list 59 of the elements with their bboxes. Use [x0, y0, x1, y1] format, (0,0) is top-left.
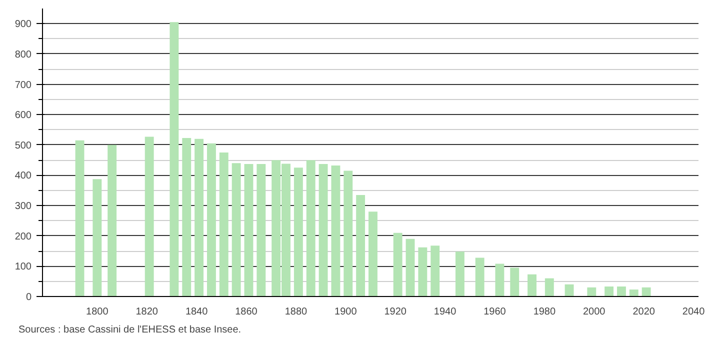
bar [510, 268, 520, 296]
y-tick-label: 500 [14, 140, 32, 152]
y-tick-label: 0 [26, 292, 32, 303]
x-tick-label: 1860 [235, 306, 258, 318]
bar [455, 252, 464, 296]
x-tick-label: 1960 [484, 306, 506, 318]
bar [544, 278, 554, 296]
bar [244, 164, 254, 296]
bar [642, 287, 651, 296]
y-tick-label: 100 [14, 262, 32, 273]
bar [170, 22, 179, 296]
source-note: Sources : base Cassini de l'EHESS et base Insee. [18, 324, 242, 336]
bar [528, 274, 536, 296]
bar [108, 144, 117, 296]
bar [604, 286, 614, 296]
bar [232, 163, 241, 296]
y-tick-label: 200 [14, 231, 32, 242]
bar [629, 290, 638, 296]
x-tick-label: 1940 [434, 306, 457, 318]
bar [92, 179, 102, 296]
bar [344, 170, 353, 296]
bar [616, 286, 626, 296]
x-tick-label: 2040 [682, 306, 706, 318]
bar [368, 212, 378, 296]
bar [294, 168, 303, 296]
x-tick-label: 2000 [583, 306, 606, 318]
x-tick-label: 1840 [185, 306, 208, 318]
bar [206, 143, 216, 296]
bar [219, 152, 228, 296]
bar [564, 284, 574, 296]
x-tick-label: 1800 [86, 306, 109, 318]
bar [194, 138, 204, 296]
x-tick-label: 1900 [334, 306, 358, 318]
bar [256, 164, 266, 296]
y-tick-label: 800 [14, 49, 32, 60]
x-tick-label: 1920 [384, 306, 407, 318]
bar [430, 246, 440, 296]
bar [144, 136, 154, 296]
y-tick-label: 300 [14, 201, 32, 212]
y-tick-label: 700 [14, 80, 32, 91]
bar [75, 140, 84, 296]
y-tick-label: 400 [14, 170, 32, 182]
bar [495, 264, 504, 296]
bar [182, 138, 192, 296]
y-tick-label: 600 [14, 110, 32, 122]
y-tick-label: 900 [14, 19, 32, 30]
bar [406, 238, 415, 296]
x-tick-label: 1980 [533, 306, 556, 318]
bar [306, 160, 316, 296]
x-tick-label: 1820 [136, 306, 158, 318]
x-tick-label: 1880 [284, 306, 308, 318]
bar [393, 232, 402, 296]
bar [418, 247, 428, 296]
bar [587, 287, 596, 296]
bar [318, 164, 328, 296]
bar [475, 258, 484, 296]
bar [331, 166, 340, 296]
bar [356, 194, 366, 296]
x-tick-label: 2020 [632, 306, 656, 318]
